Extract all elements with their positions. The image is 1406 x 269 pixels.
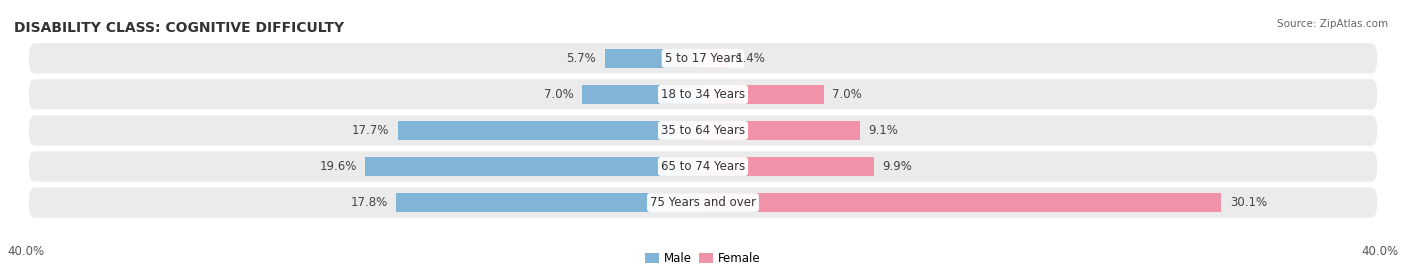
Text: 40.0%: 40.0% xyxy=(1362,245,1399,258)
Text: 40.0%: 40.0% xyxy=(7,245,44,258)
Bar xyxy=(605,49,703,68)
Text: 7.0%: 7.0% xyxy=(544,88,574,101)
Legend: Male, Female: Male, Female xyxy=(645,252,761,265)
Text: 17.8%: 17.8% xyxy=(350,196,388,209)
FancyBboxPatch shape xyxy=(28,78,1378,111)
FancyBboxPatch shape xyxy=(28,42,1378,75)
Bar xyxy=(703,193,1222,212)
Text: 65 to 74 Years: 65 to 74 Years xyxy=(661,160,745,173)
FancyBboxPatch shape xyxy=(28,150,1378,183)
Text: 1.4%: 1.4% xyxy=(735,52,766,65)
Text: 30.1%: 30.1% xyxy=(1230,196,1267,209)
FancyBboxPatch shape xyxy=(28,186,1378,219)
Bar xyxy=(703,157,873,176)
Text: 19.6%: 19.6% xyxy=(319,160,357,173)
FancyBboxPatch shape xyxy=(28,114,1378,147)
Bar xyxy=(396,193,703,212)
Bar xyxy=(703,121,859,140)
Text: 75 Years and over: 75 Years and over xyxy=(650,196,756,209)
Bar xyxy=(366,157,703,176)
Bar xyxy=(703,49,727,68)
Text: 5.7%: 5.7% xyxy=(567,52,596,65)
Bar xyxy=(703,85,824,104)
Bar xyxy=(398,121,703,140)
Text: 18 to 34 Years: 18 to 34 Years xyxy=(661,88,745,101)
Text: DISABILITY CLASS: COGNITIVE DIFFICULTY: DISABILITY CLASS: COGNITIVE DIFFICULTY xyxy=(14,21,344,35)
Text: Source: ZipAtlas.com: Source: ZipAtlas.com xyxy=(1277,19,1388,29)
Text: 9.9%: 9.9% xyxy=(882,160,912,173)
Bar xyxy=(582,85,703,104)
Text: 17.7%: 17.7% xyxy=(352,124,389,137)
Text: 5 to 17 Years: 5 to 17 Years xyxy=(665,52,741,65)
Text: 9.1%: 9.1% xyxy=(869,124,898,137)
Text: 7.0%: 7.0% xyxy=(832,88,862,101)
Text: 35 to 64 Years: 35 to 64 Years xyxy=(661,124,745,137)
